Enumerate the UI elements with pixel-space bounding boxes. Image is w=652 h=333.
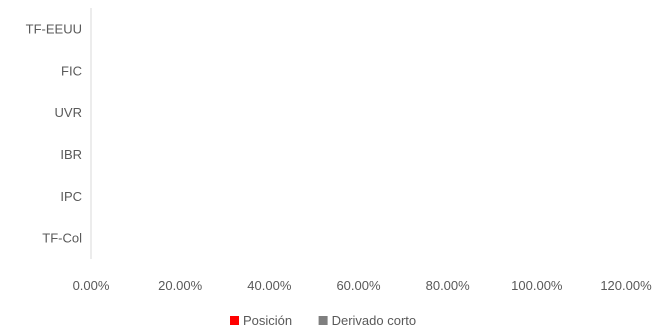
category-label-tf-col: TF-Col <box>42 231 82 246</box>
category-label-tf-eeuu: TF-EEUU <box>26 21 82 36</box>
value-tick-labels: 0.00% 20.00% 40.00% 60.00% 80.00% 100.00% 120.… <box>73 278 652 293</box>
category-label-ibr: IBR <box>60 147 82 162</box>
category-label-ipc: IPC <box>60 189 82 204</box>
legend: Posición Derivado corto <box>230 313 416 328</box>
tick-label: 20.00% <box>158 278 203 293</box>
tick-label: 100.00% <box>511 278 563 293</box>
tick-label: 0.00% <box>73 278 110 293</box>
legend-label: Derivado corto <box>332 313 417 328</box>
legend-label: Posición <box>243 313 292 328</box>
category-label-fic: FIC <box>61 63 82 78</box>
tick-label: 80.00% <box>426 278 471 293</box>
tick-label: 40.00% <box>247 278 292 293</box>
tick-label: 120.00% <box>600 278 652 293</box>
legend-swatch <box>230 316 239 325</box>
legend-swatch <box>318 316 328 325</box>
tick-label: 60.00% <box>336 278 381 293</box>
category-labels: TF-EEUU FIC UVR IBR IPC TF-Col <box>26 21 82 245</box>
category-label-uvr: UVR <box>55 105 82 120</box>
